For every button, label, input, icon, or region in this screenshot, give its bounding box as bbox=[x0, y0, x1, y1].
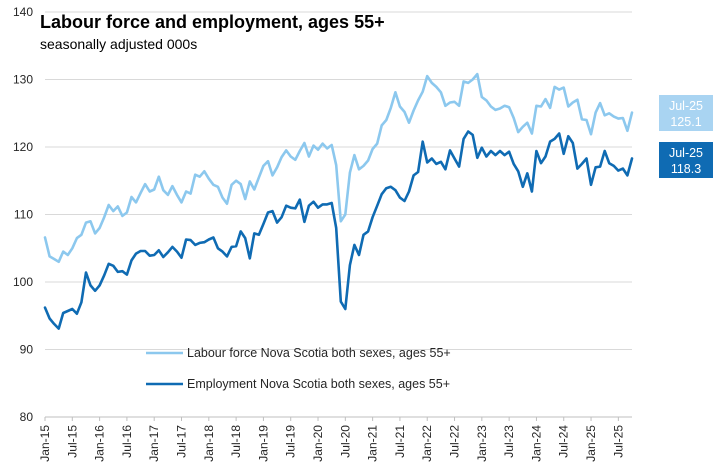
x-tick-label-jan-25: Jan-25 bbox=[584, 425, 598, 462]
y-tick-label-140: 140 bbox=[13, 5, 33, 19]
end-badge-bg-employment bbox=[659, 142, 713, 178]
y-tick-label-130: 130 bbox=[13, 73, 33, 87]
chart-title: Labour force and employment, ages 55+ bbox=[40, 12, 385, 32]
x-tick-label-jan-17: Jan-17 bbox=[147, 425, 161, 462]
x-tick-label-jan-16: Jan-16 bbox=[93, 425, 107, 462]
end-badge-month-employment: Jul-25 bbox=[669, 146, 703, 160]
x-tick-label-jul-21: Jul-21 bbox=[393, 425, 407, 458]
x-tick-label-jul-22: Jul-22 bbox=[448, 425, 462, 458]
x-tick-label-jan-20: Jan-20 bbox=[311, 425, 325, 462]
y-tick-label-90: 90 bbox=[20, 343, 34, 357]
x-tick-label-jul-20: Jul-20 bbox=[338, 425, 352, 458]
y-tick-label-100: 100 bbox=[13, 275, 33, 289]
end-badge-bg-labour-force bbox=[659, 95, 713, 131]
y-tick-label-120: 120 bbox=[13, 140, 33, 154]
legend-label-labour-force: Labour force Nova Scotia both sexes, age… bbox=[187, 346, 451, 360]
x-tick-label-jul-15: Jul-15 bbox=[65, 425, 79, 458]
series-line-labour-force bbox=[43, 72, 634, 264]
x-tick-label-jul-18: Jul-18 bbox=[229, 425, 243, 458]
legend-label-employment: Employment Nova Scotia both sexes, ages … bbox=[187, 377, 450, 391]
x-tick-label-jul-16: Jul-16 bbox=[120, 425, 134, 458]
end-value-badges: Jul-25 125.1 Jul-25 118.3 bbox=[659, 95, 713, 178]
series-lines bbox=[43, 72, 634, 330]
x-tick-label-jan-23: Jan-23 bbox=[475, 425, 489, 462]
x-tick-label-jul-25: Jul-25 bbox=[611, 425, 625, 458]
legend: Labour force Nova Scotia both sexes, age… bbox=[146, 346, 451, 391]
series-line-employment bbox=[43, 130, 634, 330]
x-axis-ticks: Jan-15 Jul-15 Jan-16 Jul-16 Jan-17 Jul-17 Jan-… bbox=[38, 416, 632, 462]
x-tick-label-jan-15: Jan-15 bbox=[38, 425, 52, 462]
x-tick-label-jan-18: Jan-18 bbox=[202, 425, 216, 462]
end-badge-month-labour-force: Jul-25 bbox=[669, 99, 703, 113]
y-axis-ticks: 80 90 100 110 120 130 140 bbox=[13, 5, 33, 424]
x-tick-label-jan-19: Jan-19 bbox=[256, 425, 270, 462]
x-tick-label-jan-22: Jan-22 bbox=[420, 425, 434, 462]
y-tick-label-80: 80 bbox=[20, 410, 34, 424]
end-badge-value-employment: 118.3 bbox=[671, 162, 701, 176]
chart-subtitle: seasonally adjusted 000s bbox=[40, 36, 198, 52]
end-badge-value-labour-force: 125.1 bbox=[670, 115, 701, 129]
x-tick-label-jul-19: Jul-19 bbox=[284, 425, 298, 458]
x-tick-label-jan-21: Jan-21 bbox=[366, 425, 380, 462]
x-tick-label-jul-17: Jul-17 bbox=[175, 425, 189, 458]
x-tick-label-jul-24: Jul-24 bbox=[557, 425, 571, 458]
end-badge-employment: Jul-25 118.3 bbox=[659, 142, 713, 178]
end-badge-labour-force: Jul-25 125.1 bbox=[659, 95, 713, 131]
y-tick-label-110: 110 bbox=[14, 208, 33, 222]
x-tick-label-jul-23: Jul-23 bbox=[502, 425, 516, 458]
x-tick-label-jan-24: Jan-24 bbox=[529, 425, 543, 462]
